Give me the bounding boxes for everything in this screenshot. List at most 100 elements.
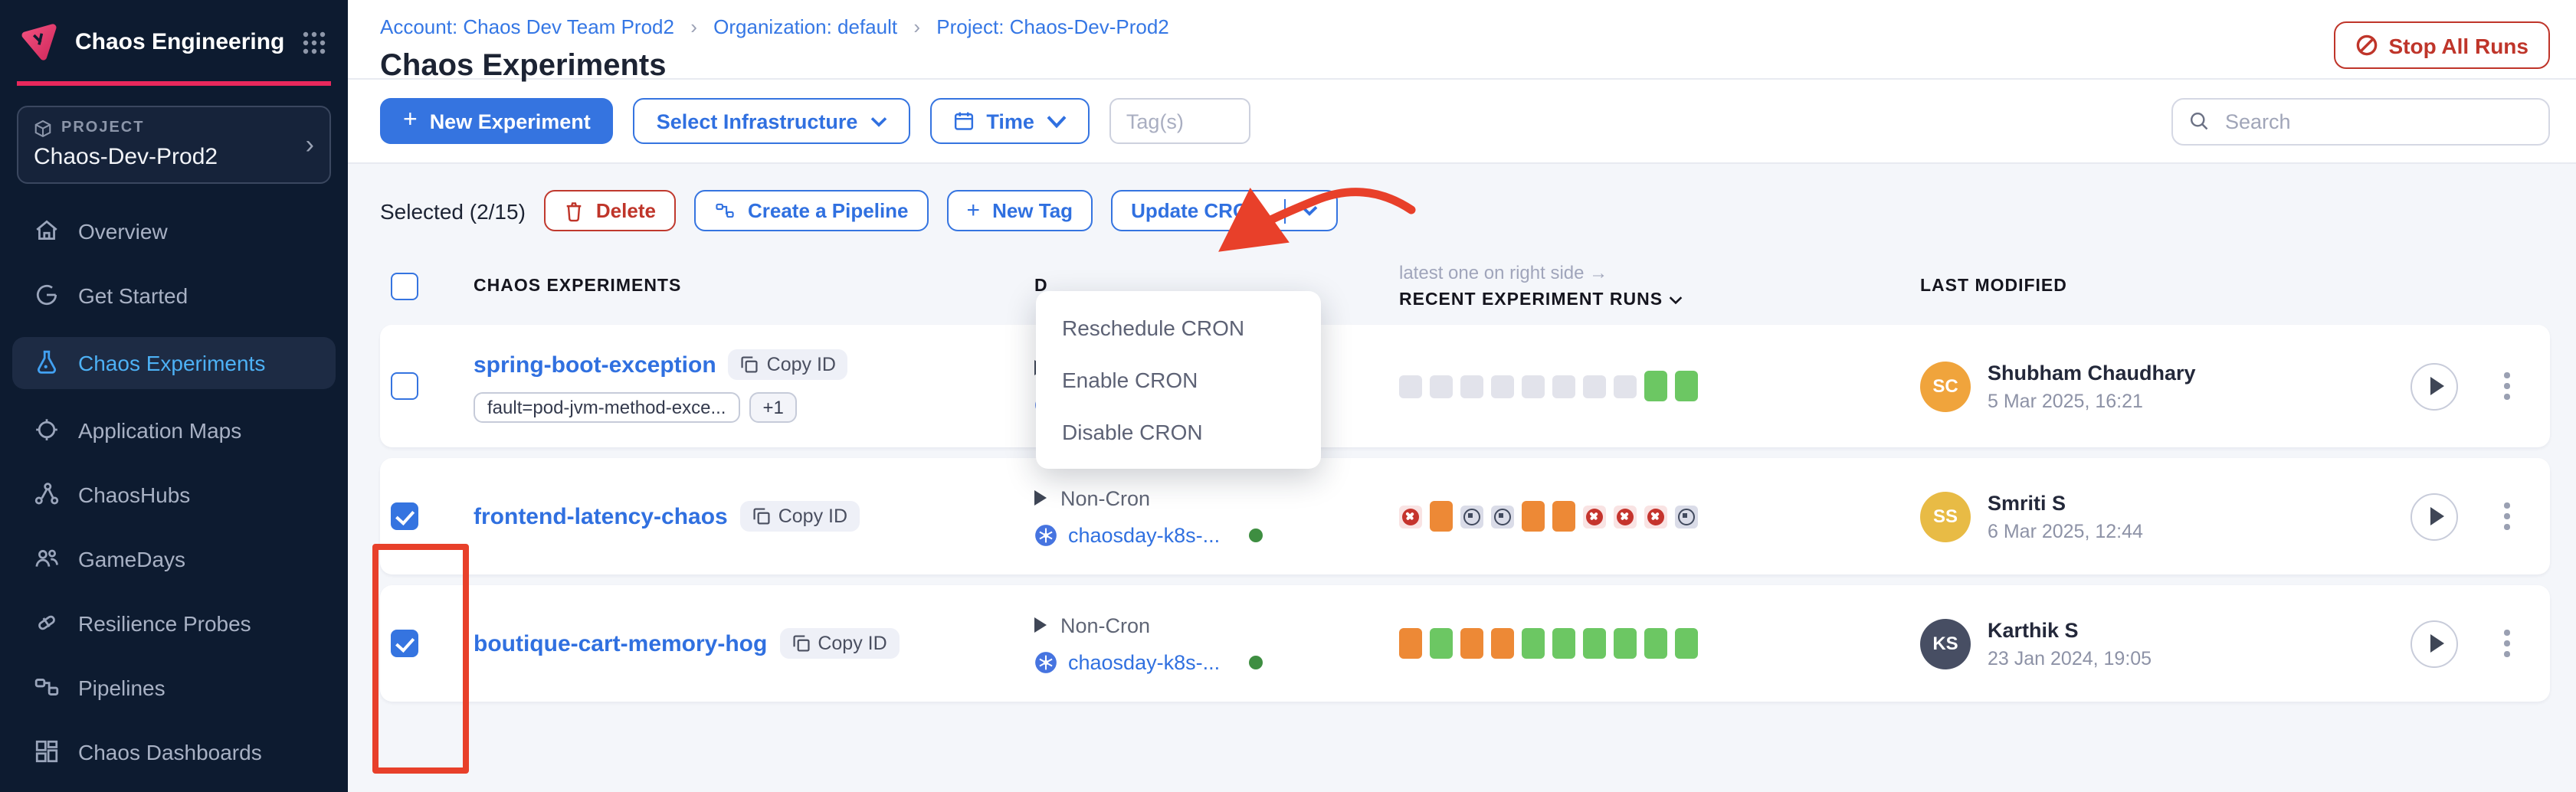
row-checkbox[interactable]: [391, 502, 418, 530]
run-indicator-orange[interactable]: [1522, 501, 1545, 532]
column-header-experiments[interactable]: CHAOS EXPERIMENTS: [474, 277, 682, 295]
modified-date: 23 Jan 2024, 19:05: [1988, 647, 2152, 669]
chevron-down-icon[interactable]: [1301, 205, 1318, 216]
run-indicator-stopped[interactable]: [1460, 505, 1483, 528]
table-row: frontend-latency-chaos Copy ID: [380, 458, 2550, 574]
new-experiment-button[interactable]: + New Experiment: [380, 98, 614, 144]
row-menu-button[interactable]: [2499, 496, 2516, 536]
select-infrastructure-dropdown[interactable]: Select Infrastructure: [633, 98, 910, 144]
stop-all-runs-button[interactable]: Stop All Runs: [2333, 21, 2550, 69]
new-experiment-label: New Experiment: [429, 110, 591, 133]
copy-id-button[interactable]: Copy ID: [739, 501, 860, 532]
infrastructure-link[interactable]: chaosday-k8s-...: [1068, 523, 1221, 546]
tag-chip[interactable]: fault=pod-jvm-method-exce...: [474, 392, 740, 423]
modified-by-name: Karthik S: [1988, 618, 2079, 641]
run-indicator-green[interactable]: [1583, 628, 1606, 659]
run-indicator-empty[interactable]: [1430, 375, 1453, 398]
row-checkbox[interactable]: [391, 372, 418, 400]
sidebar-item-overview[interactable]: Overview: [12, 208, 336, 254]
run-indicator-green[interactable]: [1644, 628, 1667, 659]
breadcrumb-project[interactable]: Project: Chaos-Dev-Prod2: [936, 15, 1169, 38]
new-tag-label: New Tag: [992, 199, 1073, 222]
run-indicator-failed[interactable]: [1583, 505, 1606, 528]
run-indicator-empty[interactable]: [1460, 375, 1483, 398]
infrastructure-link[interactable]: chaosday-k8s-...: [1068, 650, 1221, 673]
tag-more-chip[interactable]: +1: [749, 392, 798, 423]
run-indicator-green[interactable]: [1614, 628, 1637, 659]
run-indicator-empty[interactable]: [1522, 375, 1545, 398]
run-indicator-failed[interactable]: [1614, 505, 1637, 528]
run-indicator-orange[interactable]: [1430, 501, 1453, 532]
sidebar-item-gamedays[interactable]: GameDays: [12, 535, 336, 581]
copy-id-button[interactable]: Copy ID: [779, 628, 900, 659]
experiment-name-link[interactable]: spring-boot-exception: [474, 352, 716, 378]
column-header-last-modified[interactable]: LAST MODIFIED: [1920, 277, 2067, 295]
app-title: Chaos Engineering: [75, 29, 285, 55]
pipeline-icon: [714, 201, 736, 221]
page-header: Account: Chaos Dev Team Prod2 › Organiza…: [348, 0, 2576, 83]
run-indicator-green[interactable]: [1675, 628, 1698, 659]
failed-run-icon: [1617, 508, 1634, 525]
sidebar-item-pipelines[interactable]: Pipelines: [12, 664, 336, 710]
experiment-name-link[interactable]: frontend-latency-chaos: [474, 503, 728, 529]
breadcrumb-organization[interactable]: Organization: default: [713, 15, 898, 38]
breadcrumb-account[interactable]: Account: Chaos Dev Team Prod2: [380, 15, 674, 38]
row-checkbox[interactable]: [391, 630, 418, 657]
run-experiment-button[interactable]: [2410, 362, 2459, 410]
time-filter-dropdown[interactable]: Time: [929, 98, 1090, 144]
run-indicator-green[interactable]: [1644, 371, 1667, 401]
pipeline-icon: [34, 674, 60, 700]
run-indicator-stopped[interactable]: [1491, 505, 1514, 528]
avatar: SC: [1920, 361, 1971, 411]
sidebar-item-resilience-probes[interactable]: Resilience Probes: [12, 600, 336, 646]
update-cron-split-button[interactable]: Update CRON: [1111, 190, 1338, 231]
stopped-run-icon: [1494, 508, 1511, 525]
run-indicator-failed[interactable]: [1644, 505, 1667, 528]
create-pipeline-button[interactable]: Create a Pipeline: [693, 190, 929, 231]
run-indicator-empty[interactable]: [1399, 375, 1422, 398]
row-menu-button[interactable]: [2499, 623, 2516, 663]
run-indicator-green[interactable]: [1675, 371, 1698, 401]
run-indicator-orange[interactable]: [1460, 628, 1483, 659]
row-menu-button[interactable]: [2499, 366, 2516, 406]
new-tag-button[interactable]: + New Tag: [946, 190, 1093, 231]
button-divider: [1283, 198, 1286, 223]
project-selector[interactable]: PROJECT Chaos-Dev-Prod2 ›: [17, 105, 331, 183]
sidebar-item-chaos-experiments[interactable]: Chaos Experiments: [12, 336, 336, 388]
run-indicator-orange[interactable]: [1552, 501, 1575, 532]
tags-filter-input[interactable]: [1109, 98, 1250, 144]
run-indicator-green[interactable]: [1522, 628, 1545, 659]
select-all-checkbox[interactable]: [391, 272, 418, 299]
experiment-name-link[interactable]: boutique-cart-memory-hog: [474, 630, 768, 656]
run-indicator-stopped[interactable]: [1675, 505, 1698, 528]
column-header-recent-runs[interactable]: RECENT EXPERIMENT RUNS: [1399, 291, 1909, 309]
run-indicator-orange[interactable]: [1399, 628, 1422, 659]
sidebar-item-chaos-dashboards[interactable]: Chaos Dashboards: [12, 728, 336, 774]
selected-count-label: Selected (2/15): [380, 198, 526, 223]
run-indicator-empty[interactable]: [1614, 375, 1637, 398]
sidebar-item-label: Chaos Dashboards: [78, 739, 262, 764]
sidebar-item-get-started[interactable]: Get Started: [12, 272, 336, 318]
run-indicator-green[interactable]: [1552, 628, 1575, 659]
run-indicator-green[interactable]: [1430, 628, 1453, 659]
sidebar-item-application-maps[interactable]: Application Maps: [12, 407, 336, 453]
bulk-action-row: Selected (2/15) Delete Create a Pi: [380, 190, 2550, 231]
project-label: PROJECT: [61, 119, 145, 136]
copy-id-button[interactable]: Copy ID: [728, 349, 848, 380]
run-experiment-button[interactable]: [2410, 620, 2459, 667]
modified-by-name: Smriti S: [1988, 491, 2066, 514]
run-indicator-empty[interactable]: [1583, 375, 1606, 398]
run-indicator-empty[interactable]: [1552, 375, 1575, 398]
menu-item-disable-cron[interactable]: Disable CRON: [1062, 420, 1203, 444]
sidebar-item-chaoshubs[interactable]: ChaosHubs: [12, 471, 336, 517]
run-indicator-orange[interactable]: [1491, 628, 1514, 659]
run-experiment-button[interactable]: [2410, 493, 2459, 540]
menu-item-enable-cron[interactable]: Enable CRON: [1062, 368, 1198, 392]
run-indicator-empty[interactable]: [1491, 375, 1514, 398]
people-icon: [34, 545, 60, 571]
search-input[interactable]: [2222, 108, 2533, 134]
app-switcher-grid-icon[interactable]: [302, 30, 326, 54]
menu-item-reschedule-cron[interactable]: Reschedule CRON: [1062, 316, 1245, 340]
run-indicator-failed[interactable]: [1399, 505, 1422, 528]
delete-button[interactable]: Delete: [543, 190, 676, 231]
